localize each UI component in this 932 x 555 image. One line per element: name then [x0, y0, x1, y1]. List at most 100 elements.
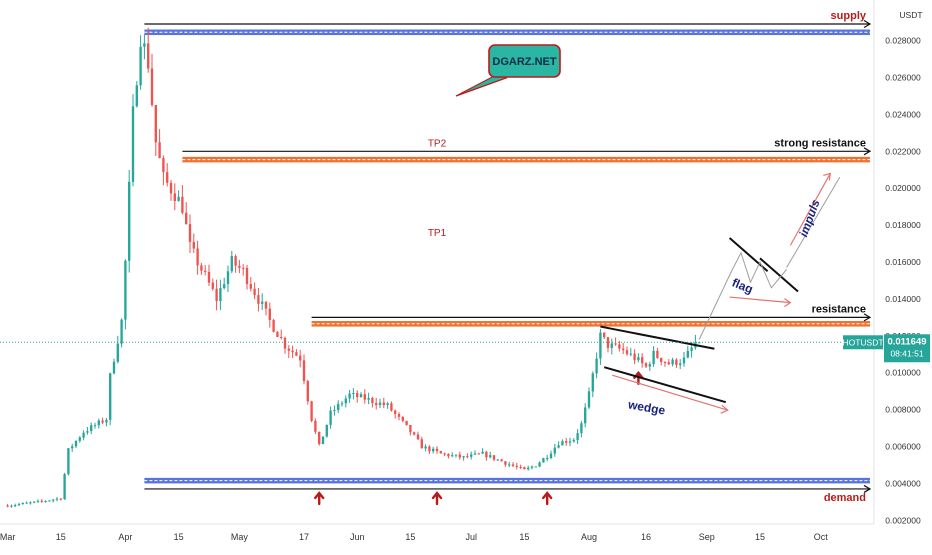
- candle-body[interactable]: [154, 104, 157, 143]
- candle-body[interactable]: [671, 359, 674, 365]
- candle-body[interactable]: [40, 500, 43, 502]
- candle-body[interactable]: [109, 373, 112, 420]
- candle-body[interactable]: [572, 440, 575, 442]
- candle-body[interactable]: [283, 338, 287, 349]
- candle-body[interactable]: [603, 332, 606, 338]
- candle-body[interactable]: [549, 453, 553, 459]
- candle-body[interactable]: [33, 501, 36, 503]
- candle-body[interactable]: [310, 401, 313, 421]
- candle-body[interactable]: [382, 402, 385, 406]
- candle-body[interactable]: [576, 433, 579, 441]
- candle-body[interactable]: [492, 455, 496, 460]
- candle-body[interactable]: [226, 271, 230, 285]
- candle-body[interactable]: [120, 319, 123, 344]
- candle-body[interactable]: [580, 423, 583, 434]
- candle-body[interactable]: [473, 453, 477, 455]
- current-price-tag[interactable]: HOTUSDT 0.011649 08:41:51: [842, 334, 930, 363]
- wedge-upper-line[interactable]: [600, 325, 715, 350]
- candle-body[interactable]: [223, 284, 226, 289]
- candle-body[interactable]: [610, 343, 613, 348]
- candle-body[interactable]: [48, 500, 51, 502]
- candle-body[interactable]: [663, 361, 667, 363]
- candle-body[interactable]: [394, 410, 397, 414]
- candle-body[interactable]: [36, 500, 40, 502]
- candle-body[interactable]: [268, 308, 271, 320]
- candle-body[interactable]: [679, 363, 682, 365]
- candle-body[interactable]: [386, 403, 389, 406]
- candle-body[interactable]: [105, 419, 108, 423]
- candle-body[interactable]: [158, 142, 161, 159]
- candle-body[interactable]: [599, 332, 602, 359]
- candle-body[interactable]: [504, 461, 507, 465]
- candle-body[interactable]: [25, 502, 28, 504]
- candle-body[interactable]: [542, 458, 545, 463]
- time-axis-panel[interactable]: [0, 524, 932, 550]
- candle-body[interactable]: [378, 402, 382, 405]
- candle-body[interactable]: [188, 224, 192, 242]
- candle-body[interactable]: [337, 403, 340, 411]
- candle-body[interactable]: [485, 451, 488, 458]
- candle-body[interactable]: [466, 456, 469, 458]
- candle-body[interactable]: [272, 319, 275, 332]
- candle-body[interactable]: [625, 350, 629, 355]
- candle-body[interactable]: [302, 360, 306, 382]
- candle-body[interactable]: [276, 331, 279, 337]
- candle-body[interactable]: [21, 502, 24, 505]
- candle-body[interactable]: [59, 498, 62, 500]
- candle-body[interactable]: [538, 462, 541, 467]
- candle-body[interactable]: [656, 350, 659, 358]
- candle-body[interactable]: [420, 439, 423, 449]
- candle-body[interactable]: [348, 393, 351, 399]
- candle-body[interactable]: [97, 420, 100, 426]
- candle-body[interactable]: [489, 455, 492, 458]
- candle-body[interactable]: [633, 353, 636, 361]
- candle-body[interactable]: [405, 420, 408, 425]
- candle-body[interactable]: [291, 350, 294, 353]
- candle-body[interactable]: [215, 288, 218, 302]
- candle-body[interactable]: [557, 445, 560, 448]
- candle-body[interactable]: [424, 446, 427, 449]
- candle-body[interactable]: [257, 295, 260, 304]
- candle-body[interactable]: [299, 355, 302, 361]
- candle-body[interactable]: [10, 505, 13, 507]
- candle-body[interactable]: [553, 447, 556, 454]
- candle-body[interactable]: [321, 436, 325, 445]
- candle-body[interactable]: [587, 391, 591, 408]
- candle-body[interactable]: [234, 256, 237, 266]
- candle-body[interactable]: [211, 282, 214, 289]
- candle-body[interactable]: [71, 446, 74, 449]
- candle-body[interactable]: [401, 416, 404, 421]
- candle-body[interactable]: [325, 424, 328, 437]
- candle-body[interactable]: [390, 403, 393, 411]
- candle-body[interactable]: [470, 454, 473, 457]
- candle-body[interactable]: [344, 398, 347, 404]
- candle-body[interactable]: [124, 260, 127, 320]
- candle-body[interactable]: [280, 336, 283, 339]
- candle-body[interactable]: [591, 373, 594, 392]
- price-axis-panel[interactable]: [874, 0, 932, 524]
- candle-body[interactable]: [447, 453, 450, 457]
- candle-body[interactable]: [458, 454, 461, 458]
- candle-body[interactable]: [409, 424, 412, 433]
- flag-lower-line[interactable]: [759, 257, 799, 293]
- candle-body[interactable]: [185, 212, 188, 225]
- candle-body[interactable]: [90, 425, 93, 432]
- candle-body[interactable]: [63, 474, 66, 500]
- candle-body[interactable]: [682, 357, 686, 364]
- candle-body[interactable]: [690, 347, 693, 351]
- candle-body[interactable]: [147, 43, 150, 69]
- candle-body[interactable]: [530, 466, 534, 468]
- candle-body[interactable]: [52, 499, 55, 501]
- candle-body[interactable]: [139, 46, 142, 86]
- candle-body[interactable]: [648, 364, 651, 367]
- candle-body[interactable]: [359, 394, 363, 398]
- candle-body[interactable]: [162, 158, 165, 173]
- candle-body[interactable]: [367, 398, 370, 400]
- candle-body[interactable]: [686, 350, 689, 358]
- candle-body[interactable]: [14, 505, 17, 507]
- candle-body[interactable]: [462, 456, 465, 458]
- candle-body[interactable]: [523, 467, 526, 470]
- candle-body[interactable]: [204, 270, 207, 272]
